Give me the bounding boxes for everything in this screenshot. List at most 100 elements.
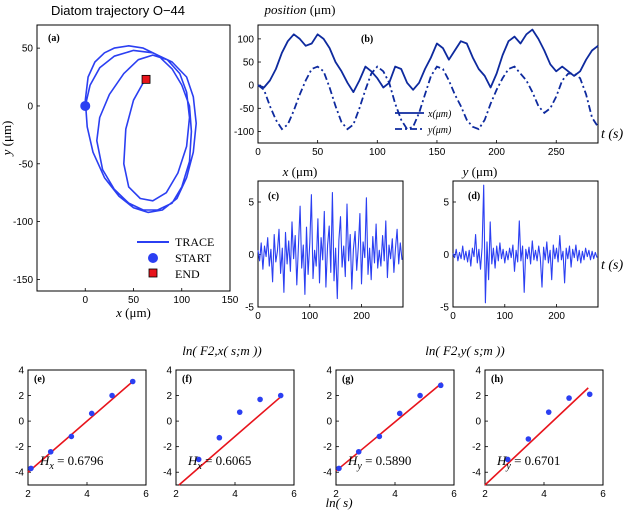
panel-b-y-tick-label: 100 — [237, 34, 254, 45]
panel-b-x-tick-label: 0 — [255, 147, 261, 158]
panel-b: (b) x(μm) y(μm) t (s) — [257, 24, 623, 144]
panel-a-legend: TRACE START END — [137, 235, 214, 281]
panel-c-increment-line — [257, 192, 403, 300]
panel-e-x-tick-label: 2 — [25, 489, 31, 500]
end-marker — [141, 74, 151, 84]
panel-a-y-tick-label: 0 — [27, 101, 33, 112]
panel-f-data-point — [236, 409, 243, 415]
panel-f-data-point — [257, 396, 263, 403]
panel-f-y-tick-label: -2 — [163, 442, 172, 453]
panel-b-y-tick-label: 50 — [243, 58, 255, 69]
panel-b-x-tick-label: 100 — [369, 147, 386, 158]
panel-e-y-tick-label: 0 — [18, 417, 24, 428]
panel-g-fit-line — [335, 382, 443, 472]
panel-d-time-label: t (s) — [601, 258, 623, 273]
panel-f-x-tick-label: 2 — [173, 489, 179, 500]
panel-f-label: (f) — [182, 374, 192, 385]
panel-e-label: (e) — [34, 374, 45, 385]
panel-b-x-tick-label: 50 — [312, 147, 324, 158]
panel-h-x-tick-label: 2 — [482, 489, 488, 500]
panel-e-y-tick-label: 2 — [18, 391, 24, 402]
panel-g-x-tick-label: 4 — [392, 489, 398, 500]
panel-f-y-tick-label: 4 — [166, 366, 172, 377]
panel-f-x-tick-label: 6 — [291, 489, 297, 500]
panel-g-y-tick-label: -4 — [323, 468, 332, 479]
panel-f-fit-line — [178, 394, 283, 486]
panel-b-x-tick-label: 200 — [488, 147, 505, 158]
panel-d-label: (d) — [468, 191, 480, 202]
legend-end-label: END — [175, 267, 200, 281]
panel-c-x-tick-label: 0 — [255, 311, 261, 322]
panel-a-label: (a) — [48, 33, 60, 44]
x-position-line — [257, 28, 599, 93]
panel-d-y-axis-label: y (μm) — [461, 164, 498, 179]
panel-e-y-tick-label: -2 — [15, 442, 24, 453]
panel-e-data-point — [47, 448, 54, 455]
panel-f-data-point — [195, 456, 202, 463]
panel-h-y-tick-label: 0 — [475, 417, 481, 428]
panel-e-fit-line — [27, 379, 135, 473]
fx-section-label: ln( F2,x( s;m )) — [182, 343, 261, 358]
panel-h-y-tick-label: 2 — [475, 391, 481, 402]
panel-e-y-tick-label: 4 — [18, 366, 24, 377]
panel-g-y-tick-label: 4 — [326, 366, 332, 377]
panel-a-y-tick-label: -100 — [13, 217, 33, 228]
panel-h-fit-line — [484, 387, 589, 486]
panel-a-x-axis-label: x (μm) — [115, 305, 151, 320]
panel-d-x-tick-label: 200 — [548, 311, 565, 322]
panel-g-hurst-annotation: Hy = 0.5890 — [347, 453, 411, 472]
panel-h-x-tick-label: 6 — [600, 489, 606, 500]
legend-start-marker — [148, 253, 158, 263]
panel-e-hurst-annotation: Hx = 0.6796 — [39, 453, 104, 472]
panel-a-x-tick-label: 50 — [128, 295, 140, 306]
panel-a-x-tick-label: 150 — [222, 295, 239, 306]
panel-g-y-tick-label: -2 — [323, 442, 332, 453]
fit-x-axis-label: ln( s) — [325, 495, 352, 510]
panel-h-y-tick-label: -4 — [472, 468, 481, 479]
panel-e-x-tick-label: 6 — [143, 489, 149, 500]
panel-a-x-tick-label: 0 — [82, 295, 88, 306]
panel-c-y-tick-label: -5 — [245, 303, 254, 314]
panel-c-frame — [257, 180, 404, 308]
legend-trace-label: TRACE — [175, 235, 214, 249]
panel-g-data-point — [437, 382, 444, 389]
panel-f-y-tick-label: 0 — [166, 417, 172, 428]
panel-b-x-tick-label: 250 — [548, 147, 565, 158]
panel-b-y-axis-label: position (μm) — [264, 2, 336, 17]
panel-g-label: (g) — [342, 374, 354, 385]
panel-g-data-point — [376, 433, 383, 440]
panel-a-y-tick-label: -150 — [13, 275, 33, 286]
panel-g-y-tick-label: 2 — [326, 391, 332, 402]
panel-h-data-point — [545, 409, 552, 415]
panel-e-data-point — [68, 433, 75, 440]
panel-d-x-tick-label: 100 — [496, 311, 513, 322]
panel-f-data-point — [277, 392, 284, 399]
fy-section-label: ln( F2,y( s;m )) — [425, 343, 504, 358]
y-position-line — [257, 65, 599, 131]
panel-c-x-tick-label: 100 — [301, 311, 318, 322]
figure-title: Diatom trajectory O−44 — [51, 3, 185, 18]
panel-c-label: (c) — [268, 191, 279, 202]
panel-h-x-tick-label: 4 — [541, 489, 547, 500]
panel-b-y-tick-label: -100 — [234, 127, 254, 138]
panel-g-data-point — [355, 448, 362, 455]
panel-b-x-tick-label: 150 — [429, 147, 446, 158]
panel-b-y-tick-label: 0 — [248, 81, 254, 92]
panel-e-data-point — [88, 410, 95, 417]
panel-c: (c) — [257, 180, 404, 308]
panel-d: (d) t (s) — [452, 180, 623, 308]
panel-g-x-tick-label: 6 — [451, 489, 457, 500]
panel-d-increment-line — [452, 184, 598, 304]
panel-d-y-tick-label: -5 — [440, 303, 449, 314]
panel-f-y-tick-label: -4 — [163, 468, 172, 479]
panel-b-label: (b) — [361, 34, 373, 45]
panel-f-x-tick-label: 4 — [232, 489, 238, 500]
panel-f-y-tick-label: 2 — [166, 391, 172, 402]
panel-c-x-tick-label: 200 — [353, 311, 370, 322]
panel-d-y-tick-label: 5 — [443, 198, 449, 209]
panel-g-data-point — [417, 392, 423, 399]
panel-a-y-tick-label: -50 — [19, 159, 34, 170]
panel-h-hurst-annotation: Hy = 0.6701 — [496, 453, 560, 472]
